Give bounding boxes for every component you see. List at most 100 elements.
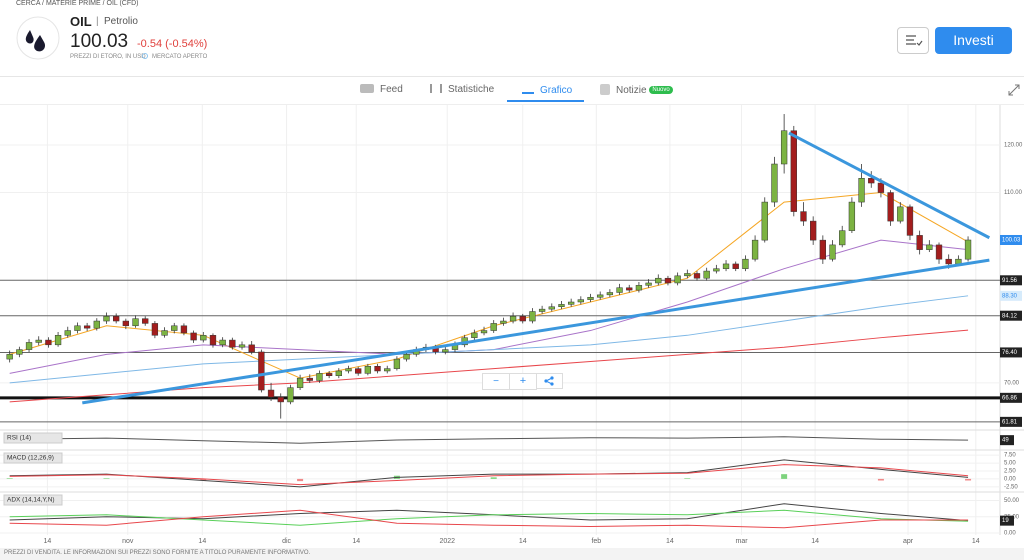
divider bbox=[0, 76, 1024, 77]
x-tick-label: 14 bbox=[666, 538, 674, 545]
candle-body bbox=[442, 349, 449, 353]
candle-body bbox=[558, 304, 565, 308]
candle-body bbox=[229, 339, 236, 348]
level-tag bbox=[1000, 416, 1022, 427]
price-tag-label: 100.03 bbox=[1002, 238, 1021, 244]
invest-button[interactable]: Investi bbox=[935, 27, 1012, 54]
x-tick-label: mar bbox=[735, 538, 748, 545]
candle-body bbox=[897, 206, 904, 222]
candle-body bbox=[306, 377, 313, 381]
candle-body bbox=[180, 325, 188, 334]
price-tag bbox=[1000, 290, 1022, 301]
candle-body bbox=[771, 163, 778, 203]
price-chart: 14 nov 14 dic 14 2022 14 feb 14 mar 14 apr 14 70.00 11… bbox=[0, 105, 1024, 545]
histogram-bar bbox=[297, 478, 304, 482]
level-tag bbox=[1000, 347, 1022, 358]
indicator-line bbox=[9, 436, 969, 444]
candle-body bbox=[103, 316, 110, 322]
indicator-label-box bbox=[3, 452, 63, 464]
candle-body bbox=[403, 354, 410, 360]
separator: | bbox=[96, 16, 99, 27]
status-dot bbox=[142, 53, 148, 59]
candle-body bbox=[190, 332, 197, 341]
candle-body bbox=[703, 270, 710, 279]
tab-feed[interactable]: Feed bbox=[360, 84, 403, 95]
x-tick-label: dic bbox=[282, 538, 291, 545]
candle-body bbox=[151, 323, 159, 336]
candle-body bbox=[64, 330, 71, 336]
trendline bbox=[82, 258, 990, 405]
price-tag-label: 88.30 bbox=[1002, 293, 1018, 299]
x-tick-label: 14 bbox=[44, 538, 52, 545]
candle-body bbox=[519, 316, 526, 322]
zoom-out[interactable]: − bbox=[482, 373, 510, 390]
instrument-name: Petrolio bbox=[104, 16, 138, 27]
candle-body bbox=[345, 368, 352, 372]
histogram-bar bbox=[103, 478, 110, 479]
candle-body bbox=[693, 273, 701, 279]
share-button[interactable] bbox=[536, 373, 563, 390]
disclaimer: PREZZI DI VENDITA. LE INFORMAZIONI SUI P… bbox=[4, 550, 311, 556]
candle-body bbox=[258, 351, 265, 391]
candle-body bbox=[645, 282, 652, 286]
watchlist-button[interactable] bbox=[897, 27, 929, 54]
candle-body bbox=[25, 342, 33, 350]
moving-average bbox=[9, 239, 969, 374]
indicator-line bbox=[9, 503, 969, 522]
x-tick-label: 14 bbox=[352, 538, 360, 545]
candle-body bbox=[626, 287, 633, 291]
histogram-bar bbox=[490, 477, 497, 479]
candle-body bbox=[219, 339, 226, 346]
y-tick-label: 2.50 bbox=[1004, 469, 1016, 475]
logo bbox=[16, 16, 60, 60]
tab-stats[interactable]: Statistiche bbox=[430, 84, 494, 95]
zoom-in[interactable]: + bbox=[509, 373, 537, 390]
candle-body bbox=[384, 368, 391, 372]
candle-body bbox=[848, 201, 856, 231]
tab-news[interactable]: Notizie Nuovo bbox=[600, 84, 673, 96]
candle-body bbox=[161, 330, 168, 336]
candle-body bbox=[858, 178, 865, 203]
candle-body bbox=[742, 258, 749, 269]
candle-body bbox=[800, 211, 807, 222]
candle-body bbox=[277, 396, 284, 403]
candle-body bbox=[655, 277, 662, 284]
y-tick-label: 0.00 bbox=[1004, 476, 1016, 482]
x-tick-label: 2022 bbox=[439, 538, 455, 545]
indicator-tag-label: 49 bbox=[1002, 438, 1009, 444]
candle-body bbox=[490, 323, 497, 331]
market-status: MERCATO APERTO bbox=[152, 54, 208, 60]
candle-body bbox=[93, 320, 100, 329]
indicator-line bbox=[9, 459, 969, 488]
candle-body bbox=[751, 239, 759, 260]
candle-body bbox=[54, 335, 62, 346]
menu-icon bbox=[906, 35, 923, 46]
y-tick-label: 120.00 bbox=[1004, 143, 1023, 149]
tab-label: Statistiche bbox=[448, 84, 495, 95]
candle-body bbox=[945, 258, 952, 265]
candle-body bbox=[819, 239, 827, 260]
candle-body bbox=[529, 311, 536, 322]
candle-body bbox=[567, 301, 575, 305]
tab-chart[interactable]: Grafico bbox=[522, 84, 572, 96]
candle-body bbox=[810, 220, 817, 241]
active-tab-underline bbox=[507, 100, 584, 102]
candle-body bbox=[761, 201, 768, 241]
level-tag bbox=[1000, 392, 1022, 403]
histogram-bar bbox=[200, 478, 207, 481]
price-source: PREZZI DI ETORO, IN USD bbox=[70, 54, 146, 60]
y-tick-label: 0.00 bbox=[1004, 531, 1016, 537]
candle-body bbox=[606, 292, 614, 296]
fullscreen-icon[interactable] bbox=[1008, 84, 1020, 96]
candle-body bbox=[209, 335, 217, 346]
indicator-label: MACD (12,26,9) bbox=[7, 455, 54, 462]
indicator-tag bbox=[1000, 435, 1014, 446]
level-label: 76.40 bbox=[1002, 350, 1018, 356]
breadcrumb[interactable]: CERCA / MATERIE PRIME / OIL (CFD) bbox=[16, 0, 139, 7]
candle-body bbox=[364, 365, 372, 374]
indicator-label: RSI (14) bbox=[7, 435, 31, 442]
indicator-line bbox=[9, 509, 969, 529]
y-tick-label: -2.50 bbox=[1004, 484, 1018, 490]
candle-body bbox=[684, 273, 691, 277]
candle-body bbox=[722, 263, 730, 269]
